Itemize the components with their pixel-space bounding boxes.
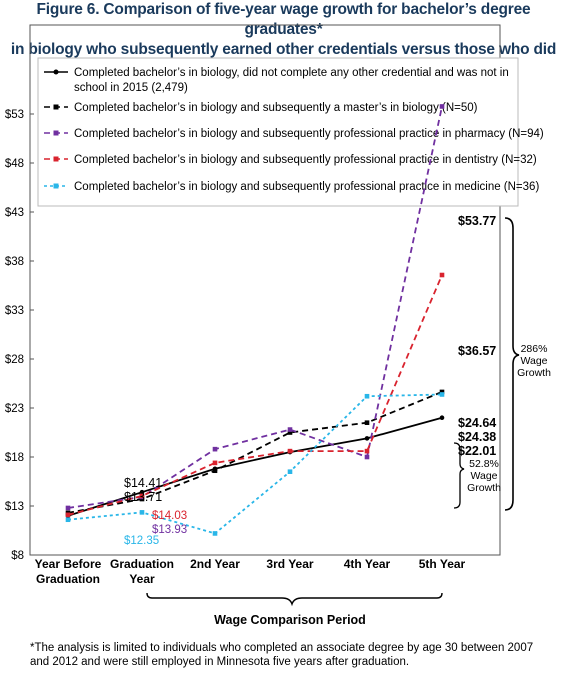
x-tick-label: 4th Year [344, 557, 391, 571]
y-tick-label: $33 [5, 305, 24, 317]
brace-small-label: Wage [470, 470, 497, 482]
data-point [364, 454, 370, 460]
legend-marker [53, 156, 59, 162]
plot-area [29, 24, 501, 556]
y-tick-label: $23 [5, 403, 24, 415]
legend-label: Completed bachelor’s in biology and subs… [74, 102, 478, 114]
data-label: $14.41 [124, 476, 162, 490]
data-point [439, 415, 445, 421]
legend-marker [53, 69, 59, 75]
end-value-label: $36.57 [458, 344, 496, 358]
data-point [65, 517, 71, 523]
x-tick-label: Year [129, 572, 155, 586]
brace-large [504, 217, 520, 511]
data-point [212, 460, 218, 466]
x-tick-label: 2nd Year [190, 557, 240, 571]
data-point [212, 468, 218, 474]
x-tick-label: Graduation [110, 557, 174, 571]
y-tick-label: $43 [5, 207, 24, 219]
data-point [287, 430, 293, 435]
data-point [212, 446, 218, 452]
end-value-label: $53.77 [458, 214, 496, 228]
y-tick-label: $18 [5, 452, 24, 464]
data-point [139, 489, 145, 495]
x-axis-brace [146, 592, 443, 607]
brace-small [453, 442, 465, 509]
data-label: $13.71 [124, 490, 162, 504]
y-tick-label: $8 [11, 550, 24, 562]
data-label: $14.03 [152, 510, 187, 522]
x-axis-label: Wage Comparison Period [214, 613, 366, 627]
data-point [364, 448, 370, 454]
data-point [364, 436, 370, 441]
x-tick-label: Year Before [35, 557, 102, 571]
series-line [67, 274, 443, 516]
legend-marker [53, 183, 59, 189]
x-tick-label: Graduation [36, 572, 100, 586]
data-point [364, 420, 370, 425]
data-point [287, 448, 293, 454]
footnote-line2: and 2012 and were still employed in Minn… [30, 656, 410, 668]
data-point [139, 493, 145, 499]
line-chart: $8 $13 $18 $23 $28 $33 $38 $43 $48 $53 Year Before… [5, 24, 551, 627]
data-point [439, 392, 445, 397]
series-line [67, 393, 443, 535]
y-tick-label: $48 [5, 158, 24, 170]
y-tick-label: $28 [5, 354, 24, 366]
data-point [439, 272, 445, 278]
x-tick-label: 5th Year [419, 557, 466, 571]
legend-label: school in 2015 (2,479) [74, 82, 188, 94]
data-point [212, 531, 218, 536]
legend-label: Completed bachelor’s in biology and subs… [74, 181, 539, 193]
data-point [439, 104, 445, 109]
data-label: $13.93 [152, 524, 187, 536]
brace-large-label: Growth [517, 367, 551, 379]
data-point [364, 393, 370, 399]
data-point [287, 427, 293, 432]
footnote-line1: *The analysis is limited to individuals … [30, 642, 534, 654]
y-tick-label: $53 [5, 109, 24, 121]
legend-label: Completed bachelor’s in biology and subs… [74, 128, 544, 140]
legend-label: Completed bachelor’s in biology and subs… [74, 154, 537, 166]
end-value-label: $22.01 [458, 444, 496, 458]
legend [37, 57, 519, 207]
brace-large-label: Wage [520, 355, 547, 367]
data-point [139, 510, 145, 515]
legend-marker [53, 130, 59, 136]
footnote: *The analysis is limited to individuals … [30, 641, 560, 669]
end-value-label: $24.64 [458, 416, 496, 430]
series-line [67, 391, 443, 514]
legend-label: Completed bachelor’s in biology, did not… [74, 67, 509, 79]
data-point [287, 469, 293, 474]
brace-small-label: 52.8% [469, 458, 499, 470]
data-point [65, 512, 71, 518]
data-label: $12.35 [124, 535, 159, 547]
x-tick-label: 3rd Year [266, 557, 313, 571]
y-tick-label: $13 [5, 501, 24, 513]
brace-large-label: 286% [521, 343, 548, 355]
data-point [65, 505, 71, 511]
legend-marker [53, 104, 59, 110]
data-point [439, 389, 445, 395]
end-value-label: $24.38 [458, 430, 496, 444]
y-tick-label: $38 [5, 256, 24, 268]
series-line [67, 416, 443, 517]
brace-small-label: Growth [467, 482, 501, 494]
